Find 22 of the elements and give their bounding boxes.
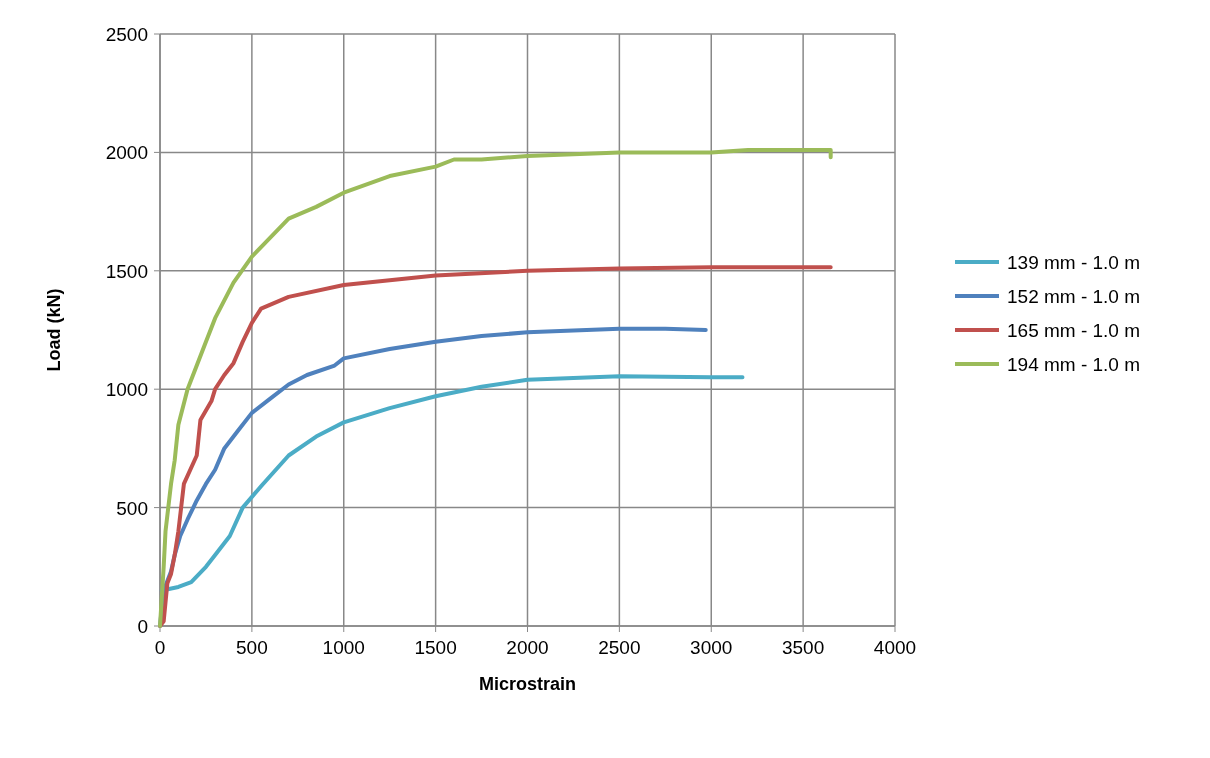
x-tick-label: 2500 — [598, 637, 641, 658]
x-tick-label: 3500 — [781, 637, 825, 658]
x-tick-label: 2000 — [506, 637, 549, 658]
y-tick-label: 1500 — [105, 260, 148, 282]
legend-label: 152 mm - 1.0 m — [1007, 286, 1141, 307]
legend-label: 139 mm - 1.0 m — [1007, 252, 1141, 273]
legend-label: 165 mm - 1.0 m — [1007, 320, 1141, 341]
x-tick-label: 1000 — [322, 637, 365, 658]
x-tick-label: 0 — [154, 637, 166, 658]
x-axis-title: Microstrain — [478, 674, 577, 694]
legend-label: 194 mm - 1.0 m — [1007, 354, 1141, 375]
y-tick-label: 0 — [137, 616, 148, 637]
x-tick-label: 3000 — [690, 637, 733, 658]
y-tick-label: 2000 — [105, 142, 148, 164]
y-tick-label: 1000 — [105, 379, 148, 401]
x-tick-label: 1500 — [414, 637, 457, 658]
y-tick-label: 2500 — [105, 24, 148, 45]
x-tick-label: 500 — [236, 637, 268, 658]
line-series — [158, 148, 833, 628]
x-tick-label: 4000 — [873, 637, 917, 658]
y-axis-title: Load (kN) — [44, 288, 64, 372]
y-tick-label: 500 — [116, 497, 148, 519]
